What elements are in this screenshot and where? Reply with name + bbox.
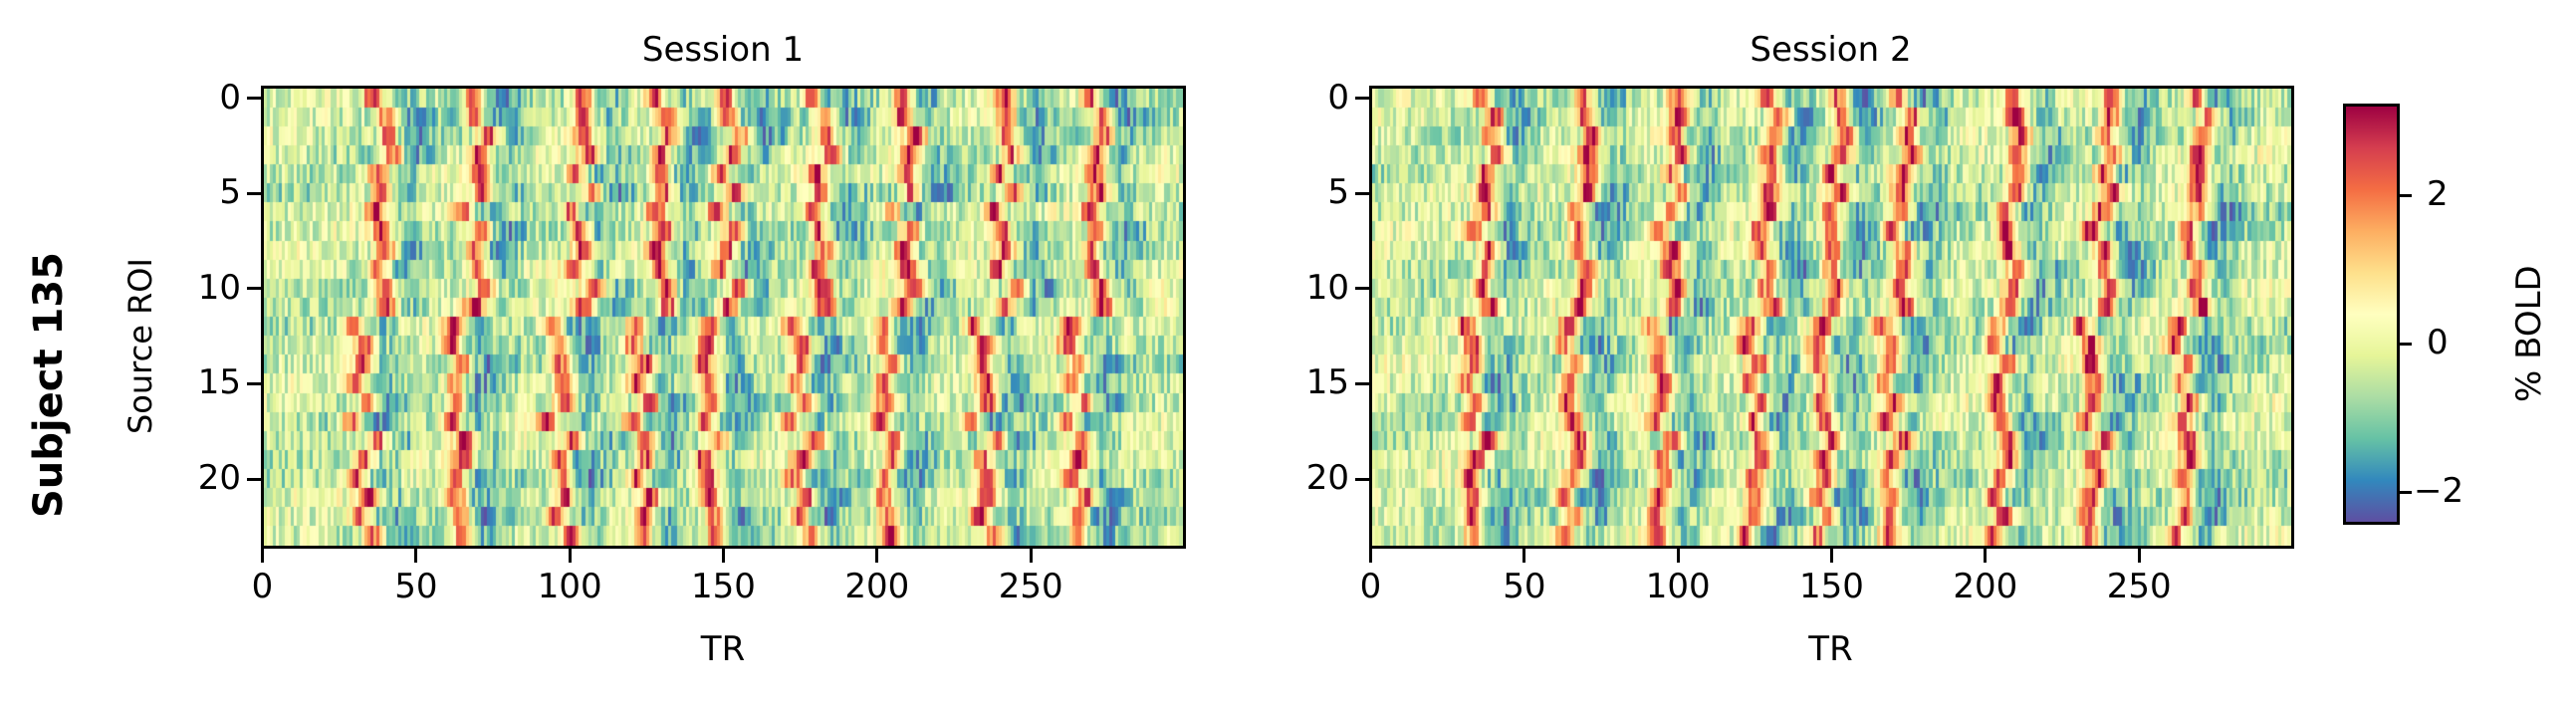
y-tick-label: 10 [1305, 267, 1349, 308]
y-tickmark [247, 287, 261, 291]
right-heatmap-canvas [1372, 89, 2291, 546]
x-tickmark [1029, 549, 1033, 563]
colorbar [2343, 104, 2400, 525]
colorbar-tick-label: −2 [2414, 471, 2464, 512]
x-tick-label: 100 [1645, 567, 1711, 606]
x-tickmark [722, 549, 725, 563]
x-tickmark [1676, 549, 1680, 563]
x-tickmark [1522, 549, 1526, 563]
left-panel-title: Session 1 [641, 30, 805, 70]
colorbar-gradient [2346, 107, 2397, 522]
x-tick-label: 150 [1799, 567, 1864, 606]
y-tick-label: 0 [219, 77, 241, 118]
suptitle-text: Subject 135 [26, 251, 72, 518]
y-tick-label: 5 [1327, 172, 1349, 213]
x-tickmark [568, 549, 572, 563]
y-tickmark [1355, 97, 1369, 101]
y-tick-label: 5 [219, 172, 241, 213]
x-tick-label: 250 [2106, 567, 2172, 606]
y-tickmark [1355, 287, 1369, 291]
x-tick-label: 200 [844, 567, 910, 606]
x-tick-label: 100 [537, 567, 602, 606]
left-xlabel: TR [700, 629, 746, 669]
x-tick-label: 50 [394, 567, 438, 606]
right-heatmap [1369, 86, 2294, 549]
y-tickmark [1355, 477, 1369, 481]
x-tickmark [1369, 549, 1372, 563]
y-tick-label: 10 [197, 267, 241, 308]
right-xlabel: TR [1808, 629, 1853, 669]
y-tickmark [1355, 191, 1369, 195]
y-tick-label: 15 [197, 362, 241, 403]
colorbar-tickmark [2400, 342, 2412, 346]
x-tickmark [2137, 549, 2141, 563]
x-tick-label: 50 [1503, 567, 1546, 606]
right-panel-title: Session 2 [1750, 30, 1912, 70]
y-tickmark [247, 477, 261, 481]
colorbar-label: % BOLD [2509, 265, 2549, 402]
y-tickmark [247, 97, 261, 101]
colorbar-tickmark [2400, 490, 2412, 494]
x-tick-label: 250 [998, 567, 1063, 606]
x-tickmark [875, 549, 879, 563]
x-tickmark [1830, 549, 1833, 563]
colorbar-tick-label: 0 [2427, 323, 2449, 363]
x-tickmark [261, 549, 264, 563]
left-heatmap [261, 86, 1186, 549]
x-tickmark [414, 549, 418, 563]
x-tick-label: 0 [251, 567, 274, 606]
left-heatmap-canvas [264, 89, 1183, 546]
y-tick-label: 15 [1305, 362, 1349, 403]
figure-suptitle: Subject 135 [26, 252, 86, 518]
x-tick-label: 200 [1953, 567, 2018, 606]
colorbar-tickmark [2400, 193, 2412, 197]
y-tickmark [1355, 381, 1369, 385]
y-tickmark [247, 381, 261, 385]
y-tick-label: 20 [1305, 458, 1349, 499]
x-tick-label: 0 [1359, 567, 1382, 606]
y-tickmark [247, 191, 261, 195]
x-tick-label: 150 [691, 567, 756, 606]
y-tick-label: 0 [1327, 77, 1349, 118]
y-tick-label: 20 [197, 458, 241, 499]
colorbar-tick-label: 2 [2427, 174, 2449, 215]
x-tickmark [1984, 549, 1988, 563]
